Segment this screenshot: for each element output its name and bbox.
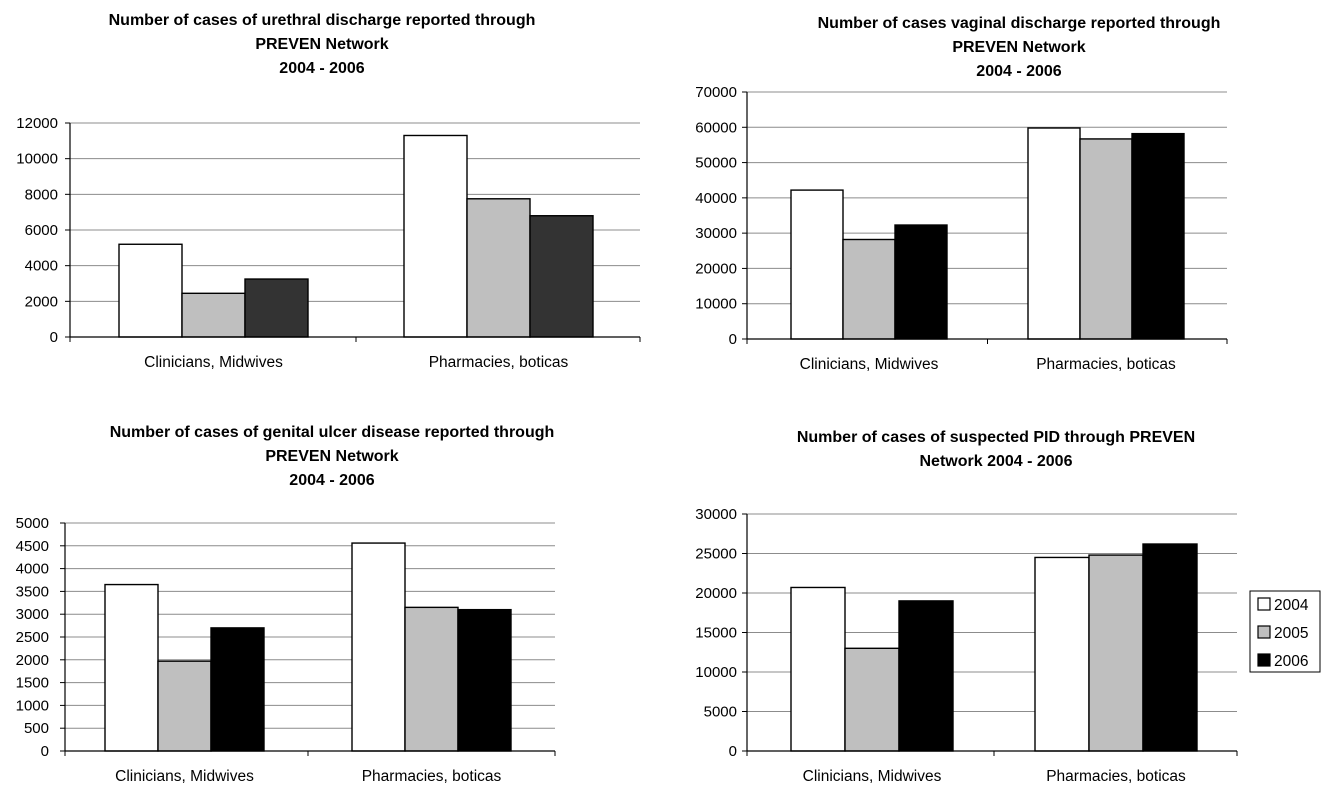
y-tick-label: 2000 (16, 652, 49, 669)
y-tick-label: 6000 (25, 222, 58, 239)
y-tick-label: 5000 (704, 704, 737, 721)
y-tick-label: 50000 (695, 155, 737, 172)
y-tick-label: 10000 (16, 151, 58, 168)
legend-swatch-2004 (1257, 597, 1271, 611)
chart-title-line: Number of cases of suspected PID through… (797, 429, 1195, 446)
chart-title-line: PREVEN Network (265, 448, 398, 465)
chart-title-line: Network 2004 - 2006 (920, 453, 1073, 470)
y-tick-label: 3500 (16, 583, 49, 600)
chart-title-line: 2004 - 2006 (289, 472, 375, 489)
chart-3: Number of cases of genital ulcer disease… (16, 424, 556, 785)
bar-2006-pharmacies (1142, 543, 1198, 752)
y-tick-label: 8000 (25, 186, 58, 203)
y-tick-label: 500 (24, 720, 49, 737)
bar-2004-pharmacies (1034, 556, 1090, 752)
bar-2006-pharmacies (529, 215, 594, 338)
y-tick-label: 20000 (695, 260, 737, 277)
bar-2005-clinicians (844, 647, 900, 752)
bar-2005-pharmacies (1088, 554, 1144, 752)
y-tick-label: 20000 (695, 585, 737, 602)
chart-title-line: PREVEN Network (255, 36, 388, 53)
bar-2006-clinicians (894, 224, 948, 340)
legend: 2004 2005 2006 (1249, 590, 1321, 673)
legend-swatch-2006 (1257, 653, 1271, 667)
y-tick-label: 2000 (25, 293, 58, 310)
category-label: Pharmacies, boticas (362, 768, 502, 785)
category-label: Clinicians, Midwives (803, 768, 942, 785)
y-tick-label: 25000 (695, 546, 737, 563)
y-tick-label: 40000 (695, 190, 737, 207)
bar-2005-clinicians (157, 660, 212, 752)
y-tick-label: 10000 (695, 296, 737, 313)
y-tick-label: 12000 (16, 115, 58, 132)
category-label: Pharmacies, boticas (1036, 356, 1176, 373)
y-tick-label: 4000 (25, 258, 58, 275)
y-tick-label: 60000 (695, 119, 737, 136)
bar-2004-clinicians (118, 243, 183, 338)
category-label: Clinicians, Midwives (144, 354, 283, 371)
y-tick-label: 15000 (695, 625, 737, 642)
bar-2004-clinicians (790, 189, 844, 340)
bar-2006-clinicians (244, 278, 309, 338)
y-tick-label: 0 (41, 743, 49, 760)
y-tick-label: 2500 (16, 629, 49, 646)
bar-2005-clinicians (181, 292, 246, 338)
bar-2004-clinicians (790, 586, 846, 752)
category-label: Clinicians, Midwives (115, 768, 254, 785)
y-tick-label: 4000 (16, 561, 49, 578)
y-tick-label: 3000 (16, 606, 49, 623)
y-tick-label: 30000 (695, 225, 737, 242)
category-label: Pharmacies, boticas (1046, 768, 1186, 785)
legend-swatch-2005 (1257, 625, 1271, 639)
chart-title-line: Number of cases of genital ulcer disease… (110, 424, 555, 441)
category-label: Clinicians, Midwives (800, 356, 939, 373)
legend-label-2006: 2006 (1274, 653, 1308, 670)
bar-2005-pharmacies (404, 606, 459, 752)
chart-4: Number of cases of suspected PID through… (695, 429, 1321, 785)
y-tick-label: 70000 (695, 84, 737, 101)
bar-2004-clinicians (104, 583, 159, 752)
chart-title-line: Number of cases vaginal discharge report… (818, 15, 1221, 32)
chart-title-line: PREVEN Network (952, 39, 1085, 56)
chart-title-line: Number of cases of urethral discharge re… (109, 12, 536, 29)
bar-2006-clinicians (210, 627, 265, 752)
y-tick-label: 1000 (16, 697, 49, 714)
bar-2006-clinicians (898, 600, 954, 752)
bar-2004-pharmacies (403, 134, 468, 338)
y-tick-label: 0 (50, 329, 58, 346)
y-tick-label: 10000 (695, 664, 737, 681)
y-tick-label: 5000 (16, 515, 49, 532)
y-tick-label: 0 (729, 743, 737, 760)
chart-1: Number of cases of urethral discharge re… (16, 12, 641, 371)
y-tick-label: 30000 (695, 506, 737, 523)
chart-2: Number of cases vaginal discharge report… (695, 15, 1228, 373)
y-tick-label: 1500 (16, 675, 49, 692)
bar-2004-pharmacies (1027, 127, 1081, 340)
legend-label-2004: 2004 (1274, 597, 1309, 614)
legend-label-2005: 2005 (1274, 625, 1308, 642)
chart-title-line: 2004 - 2006 (279, 60, 365, 77)
category-label: Pharmacies, boticas (429, 354, 569, 371)
chart-title-line: 2004 - 2006 (976, 63, 1062, 80)
y-tick-label: 4500 (16, 538, 49, 555)
bar-2005-pharmacies (466, 198, 531, 338)
y-tick-label: 0 (729, 331, 737, 348)
bar-2006-pharmacies (457, 608, 512, 752)
bar-2006-pharmacies (1131, 132, 1185, 340)
bar-2005-clinicians (842, 238, 896, 340)
bar-2004-pharmacies (351, 542, 406, 752)
bar-2005-pharmacies (1079, 138, 1133, 340)
